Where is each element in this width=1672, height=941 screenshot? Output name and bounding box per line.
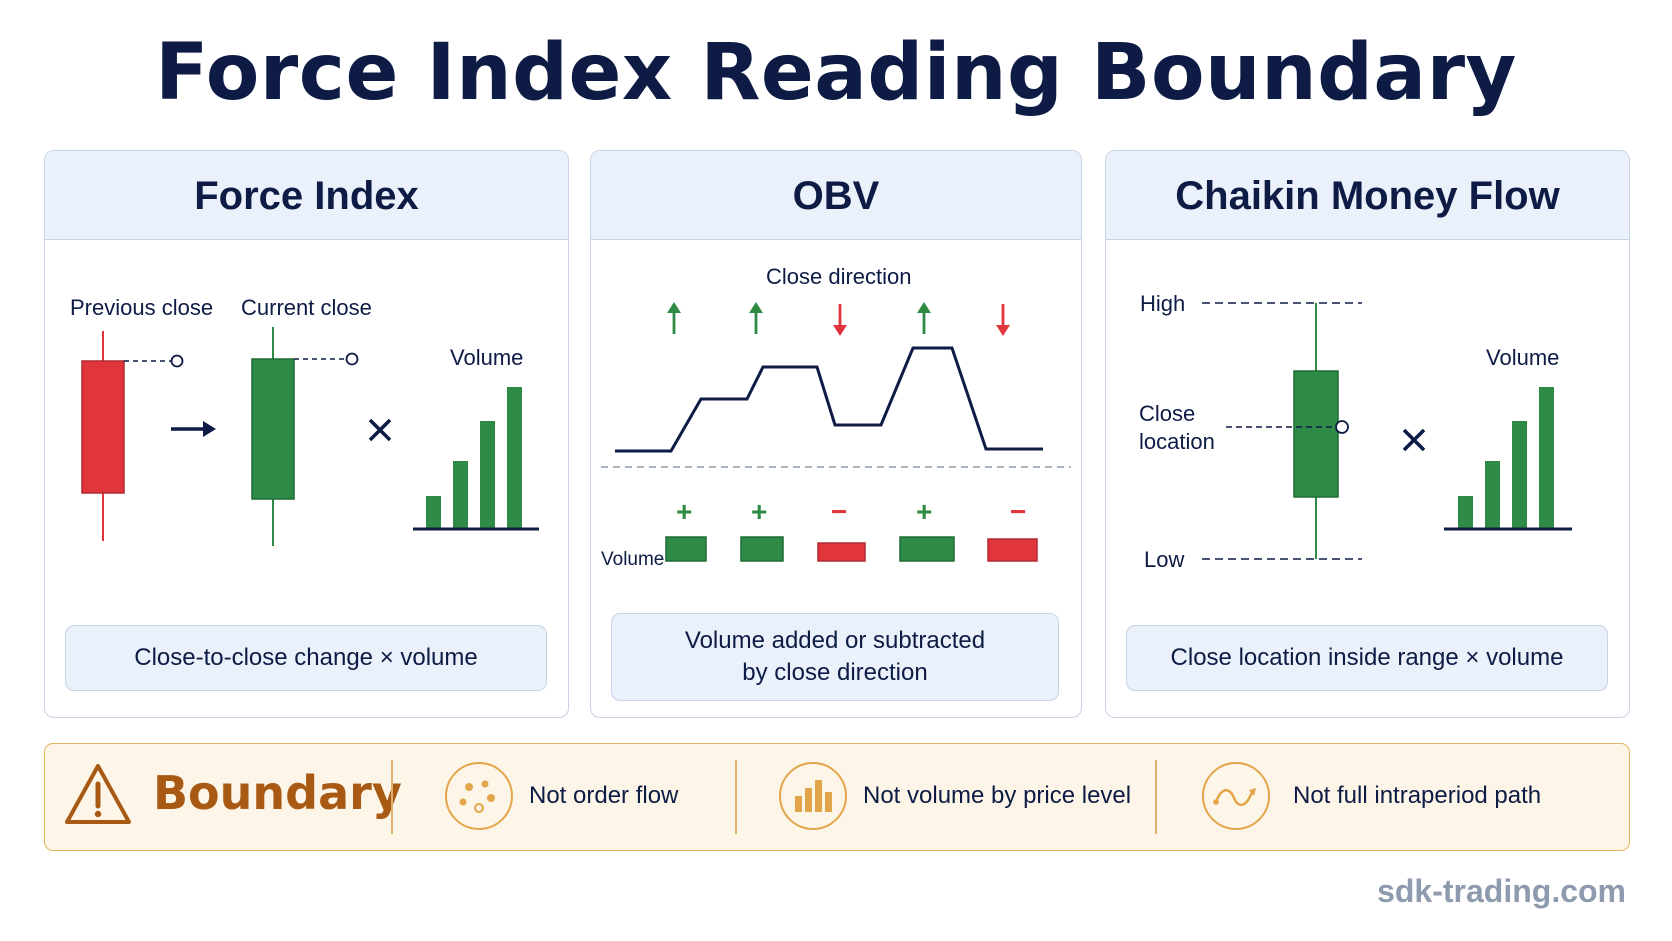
multiply-icon xyxy=(1402,428,1426,452)
up-arrow-icon xyxy=(917,302,931,334)
page-title: Force Index Reading Boundary xyxy=(155,28,1517,118)
volume-bars xyxy=(1444,387,1572,531)
obv-volume-label: Volume xyxy=(601,549,665,570)
site-footer: sdk-trading.com xyxy=(1377,873,1626,909)
obv-heading: OBV xyxy=(591,151,1081,240)
obv-caption: Volume added or subtracted by close dire… xyxy=(611,613,1059,701)
sign-2: + xyxy=(751,496,768,527)
multiply-icon xyxy=(368,418,392,442)
cmf-diagram xyxy=(1202,302,1572,560)
divider xyxy=(735,760,737,834)
obv-caption-line-1: Volume added or subtracted xyxy=(684,627,986,654)
force-index-caption: Close-to-close change × volume xyxy=(65,625,547,691)
high-label: High xyxy=(1140,291,1186,316)
cmf-volume-label: Volume xyxy=(1486,345,1560,370)
cmf-caption: Close location inside range × volume xyxy=(1126,625,1608,691)
low-label: Low xyxy=(1144,547,1185,572)
sign-1: + xyxy=(676,496,693,527)
force-index-panel: Force Index Previous close Current close… xyxy=(44,150,569,718)
previous-candle xyxy=(81,331,184,541)
obv-line xyxy=(615,346,1043,453)
divider xyxy=(1155,760,1157,834)
boundary-item-2: Not volume by price level xyxy=(863,782,1132,809)
obv-panel: OBV Close direction Volume + + − + − xyxy=(590,150,1082,718)
cmf-caption-text: Close location inside range × volume xyxy=(1170,644,1564,671)
right-arrow-icon xyxy=(171,421,216,437)
boundary-item-1: Not order flow xyxy=(529,782,679,809)
boundary-item-3: Not full intraperiod path xyxy=(1293,782,1542,809)
obv-caption-line-2: by close direction xyxy=(742,659,928,686)
current-close-label: Current close xyxy=(241,295,372,320)
boundary-strip: Boundary Not order flow Not volume by pr… xyxy=(44,743,1630,851)
up-arrow-icon xyxy=(667,302,681,334)
boundary-title: Boundary xyxy=(153,766,402,820)
bar-chart-icon xyxy=(779,762,847,830)
cmf-panel: Chaikin Money Flow High Close location L… xyxy=(1105,150,1630,718)
obv-diagram xyxy=(601,302,1071,562)
force-index-heading: Force Index xyxy=(45,151,568,240)
volume-bars xyxy=(413,387,539,531)
close-marker xyxy=(1335,420,1349,434)
sign-4: + xyxy=(916,496,933,527)
sign-5: − xyxy=(1010,496,1027,527)
volume-blocks xyxy=(665,536,1038,562)
close-direction-label: Close direction xyxy=(766,264,912,289)
force-index-diagram xyxy=(81,327,539,546)
path-curve-icon xyxy=(1202,762,1270,830)
close-location-label-1: Close xyxy=(1139,401,1196,426)
close-location-label-2: location xyxy=(1139,429,1215,454)
sign-3: − xyxy=(831,496,848,527)
current-candle xyxy=(251,327,359,546)
cmf-candle xyxy=(1293,303,1339,559)
force-index-caption-text: Close-to-close change × volume xyxy=(134,644,478,671)
up-arrow-icon xyxy=(749,302,763,334)
force-volume-label: Volume xyxy=(450,345,524,370)
down-arrow-icon xyxy=(833,304,847,336)
cmf-heading: Chaikin Money Flow xyxy=(1106,151,1629,240)
previous-close-label: Previous close xyxy=(70,295,214,320)
down-arrow-icon xyxy=(996,304,1010,336)
scatter-dots-icon xyxy=(445,762,513,830)
warning-icon xyxy=(65,764,131,824)
divider xyxy=(391,760,393,834)
